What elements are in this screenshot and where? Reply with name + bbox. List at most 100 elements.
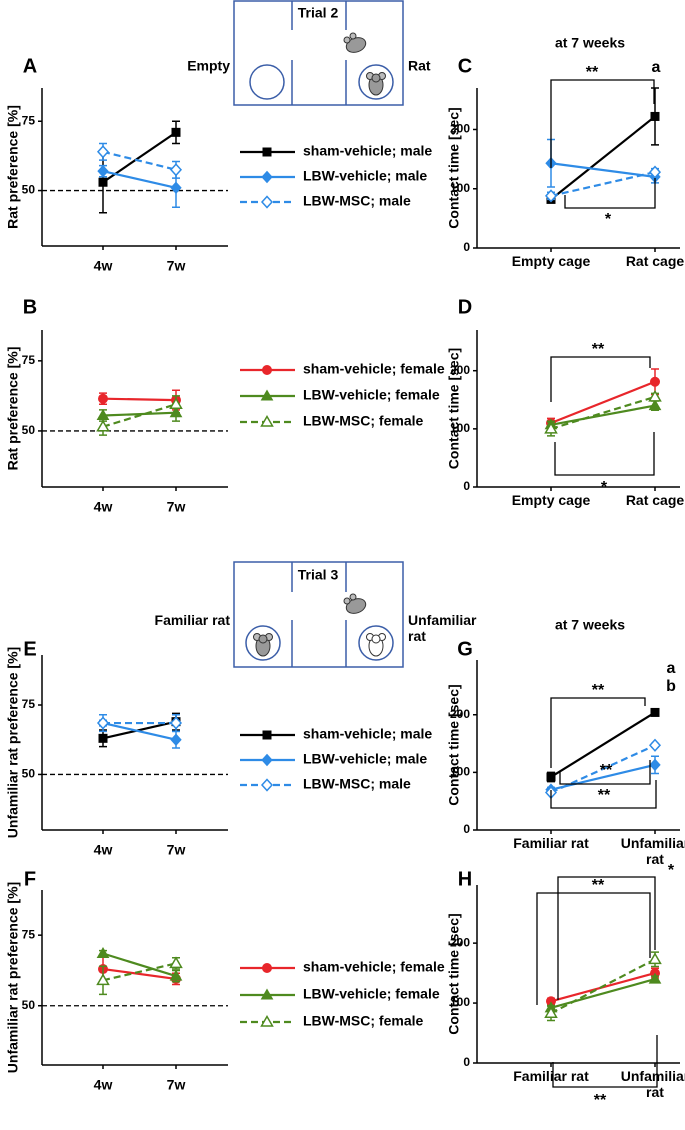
trial-right-label-box: Unfamiliar rat xyxy=(408,612,477,644)
marker xyxy=(96,973,110,986)
legend-marker xyxy=(262,147,272,157)
marker xyxy=(169,397,183,410)
legend-label: LBW-vehicle; male xyxy=(303,751,427,767)
bracket xyxy=(559,760,651,785)
subtitle: at 7 weeks xyxy=(555,617,625,633)
legend-marker xyxy=(260,988,274,1000)
rat-icon xyxy=(366,633,386,657)
legend-label: LBW-MSC; male xyxy=(303,193,411,209)
legend-label: sham-vehicle; male xyxy=(303,143,432,159)
subtitle: at 7 weeks xyxy=(555,35,625,51)
annotation: ** xyxy=(594,1092,607,1109)
annotation: ** xyxy=(592,341,605,358)
panel-label: A xyxy=(23,55,37,77)
x-tick-label-box: Unfamiliar rat xyxy=(621,835,685,867)
series-line xyxy=(550,162,656,178)
marker xyxy=(544,1006,558,1019)
marker xyxy=(169,163,183,177)
series-line xyxy=(550,115,656,201)
legend-label: LBW-vehicle; female xyxy=(303,986,440,1002)
arena xyxy=(233,0,404,106)
y-axis-label: Unfamiliar rat preference [%] xyxy=(5,647,21,838)
marker xyxy=(648,972,662,984)
marker xyxy=(648,389,662,402)
series-line xyxy=(550,171,656,197)
marker xyxy=(169,716,183,730)
trial-left-label: Familiar rat xyxy=(154,612,230,628)
legend-marker xyxy=(260,778,274,792)
y-tick-label: 50 xyxy=(22,183,36,197)
y-tick-label: 0 xyxy=(463,822,470,836)
chart: B Rat preference [%] 50 75 4w 7w sham-vehicle;… xyxy=(5,296,445,514)
mouse-icon xyxy=(343,593,369,617)
trial-left-label-box: Familiar rat xyxy=(154,612,230,628)
series-line xyxy=(102,952,177,978)
marker xyxy=(98,393,108,404)
panel-label: H xyxy=(458,868,472,890)
panel-label: D xyxy=(458,296,472,318)
trial-title: Trial 3 xyxy=(298,567,339,583)
y-tick-label: 100 xyxy=(450,995,470,1009)
series-line xyxy=(102,720,177,740)
y-tick-label: 100 xyxy=(450,765,470,779)
y-axis-label: Unfamiliar rat preference [%] xyxy=(5,882,21,1073)
marker xyxy=(649,758,661,772)
series-line xyxy=(550,380,656,425)
rat-icon xyxy=(366,72,386,96)
arena xyxy=(233,561,404,668)
y-tick-label: 75 xyxy=(22,697,36,711)
series-line xyxy=(550,978,656,1009)
x-tick-label: 4w xyxy=(94,1077,113,1093)
cage xyxy=(358,625,394,661)
series-line xyxy=(550,744,656,794)
y-axis-label: Contact time [sec] xyxy=(446,684,462,805)
x-tick-label: Unfamiliar rat xyxy=(620,1068,685,1100)
series-line xyxy=(550,763,656,791)
x-tick-label-box: Unfamiliar rat xyxy=(620,1068,685,1100)
x-tick-label: 4w xyxy=(94,499,113,515)
rat-icon xyxy=(253,633,273,657)
x-tick-label: Empty cage xyxy=(511,253,591,269)
marker xyxy=(169,956,183,969)
trial-right-label: Unfamiliar rat xyxy=(408,612,477,644)
marker xyxy=(96,419,110,432)
x-tick-label: Familiar rat xyxy=(513,1068,589,1084)
series-line xyxy=(102,411,177,417)
marker xyxy=(648,952,662,965)
trial-title: Trial 2 xyxy=(298,5,339,21)
trial-right-label: Rat xyxy=(408,58,431,74)
legend-marker xyxy=(260,389,274,401)
y-axis-label: Rat preference [%] xyxy=(5,347,21,471)
cage xyxy=(249,64,285,100)
marker xyxy=(98,733,108,743)
series-line xyxy=(550,404,656,426)
legend-label: LBW-MSC; female xyxy=(303,1013,423,1029)
mouse-icon xyxy=(343,32,369,56)
marker xyxy=(169,969,183,981)
cage xyxy=(358,64,394,100)
series-line xyxy=(102,397,177,402)
bracket xyxy=(550,697,646,768)
panel-label: E xyxy=(23,638,36,660)
marker xyxy=(96,716,110,730)
series-line xyxy=(102,962,177,982)
y-axis-label: Rat preference [%] xyxy=(5,105,21,229)
legend-marker xyxy=(260,415,274,427)
marker xyxy=(648,399,662,411)
x-tick-label: 7w xyxy=(167,842,186,858)
y-tick-label: 200 xyxy=(450,122,470,136)
legend-marker xyxy=(262,730,272,740)
x-tick-label: Rat cage xyxy=(625,492,685,508)
legend-label: LBW-MSC; female xyxy=(303,413,423,429)
x-tick-label: 4w xyxy=(94,258,113,274)
y-tick-label: 100 xyxy=(450,421,470,435)
marker xyxy=(650,707,660,717)
bracket xyxy=(536,892,651,1005)
panel-label: F xyxy=(24,868,36,890)
legend-marker xyxy=(261,753,273,767)
marker xyxy=(171,127,181,137)
